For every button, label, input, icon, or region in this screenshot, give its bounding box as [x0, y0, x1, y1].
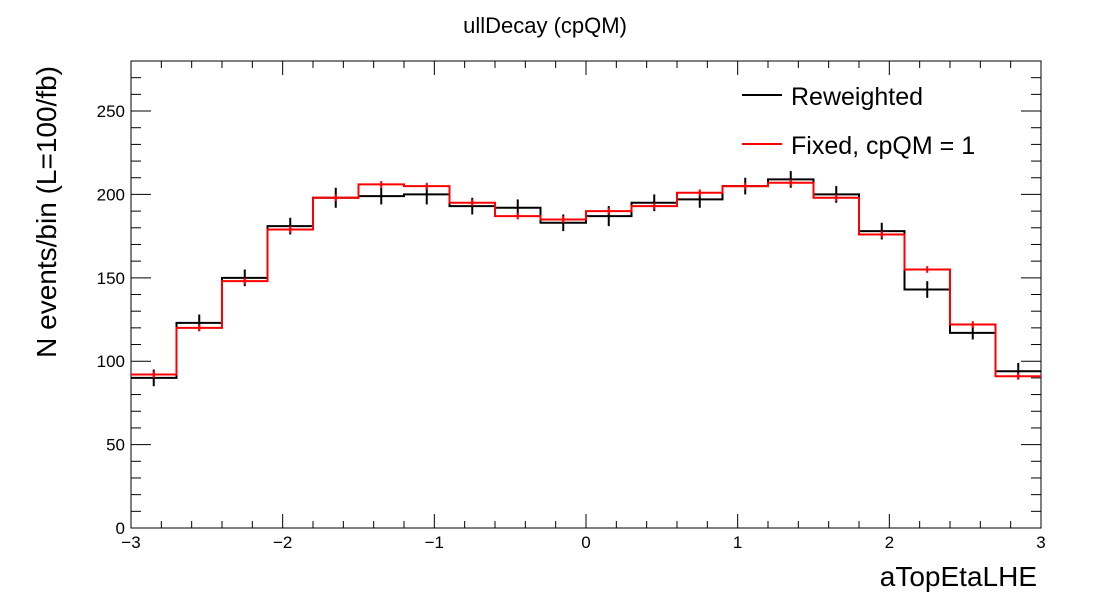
- x-tick-label: −3: [121, 533, 140, 552]
- legend: Reweighted Fixed, cpQM = 1: [742, 83, 975, 160]
- y-tick-label: 250: [97, 102, 125, 121]
- x-axis-label: aTopEtaLHE: [880, 561, 1037, 592]
- y-tick-label: 150: [97, 269, 125, 288]
- x-tick-label: 2: [885, 533, 894, 552]
- y-tick-label: 50: [106, 436, 125, 455]
- x-tick-label: 3: [1036, 533, 1045, 552]
- legend-label-fixed: Fixed, cpQM = 1: [791, 132, 975, 160]
- x-tick-label: −1: [425, 533, 444, 552]
- x-tick-label: 1: [733, 533, 742, 552]
- series-layer: [131, 171, 1041, 386]
- y-axis-label: N events/bin (L=100/fb): [31, 66, 62, 358]
- y-tick-label: 200: [97, 185, 125, 204]
- y-tick-label: 100: [97, 352, 125, 371]
- legend-label-reweighted: Reweighted: [791, 83, 923, 111]
- x-tick-label: 0: [581, 533, 590, 552]
- chart-title: ullDecay (cpQM): [463, 13, 627, 38]
- x-tick-label: −2: [273, 533, 292, 552]
